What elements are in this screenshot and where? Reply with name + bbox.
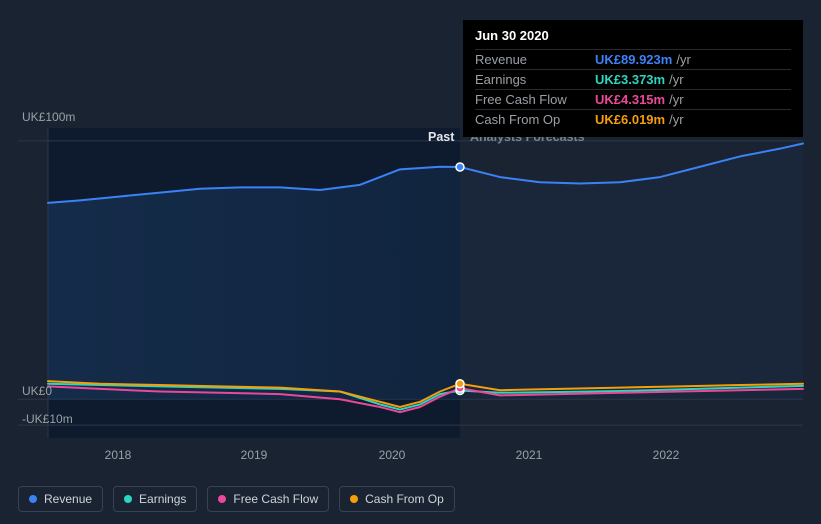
tooltip-row: RevenueUK£89.923m/yr xyxy=(475,49,791,69)
legend-item-revenue[interactable]: Revenue xyxy=(18,486,103,512)
legend-dot-icon xyxy=(218,495,226,503)
tooltip-date: Jun 30 2020 xyxy=(475,28,791,49)
past-label: Past xyxy=(428,130,454,144)
legend-label: Revenue xyxy=(44,492,92,506)
legend-label: Cash From Op xyxy=(365,492,444,506)
legend-dot-icon xyxy=(350,495,358,503)
y-axis-label: -UK£10m xyxy=(22,412,73,426)
tooltip-row: Free Cash FlowUK£4.315m/yr xyxy=(475,89,791,109)
tooltip-metric-value: UK£4.315m xyxy=(595,92,665,107)
x-axis-label: 2022 xyxy=(653,448,680,462)
legend-label: Free Cash Flow xyxy=(233,492,318,506)
tooltip-metric-label: Cash From Op xyxy=(475,112,595,127)
tooltip-row: EarningsUK£3.373m/yr xyxy=(475,69,791,89)
tooltip-metric-label: Earnings xyxy=(475,72,595,87)
y-axis-label: UK£100m xyxy=(22,110,75,124)
tooltip-metric-unit: /yr xyxy=(676,52,690,67)
tooltip-metric-unit: /yr xyxy=(669,72,683,87)
tooltip-metric-value: UK£3.373m xyxy=(595,72,665,87)
legend-dot-icon xyxy=(124,495,132,503)
x-axis-label: 2021 xyxy=(516,448,543,462)
tooltip-metric-value: UK£89.923m xyxy=(595,52,672,67)
x-axis-label: 2018 xyxy=(105,448,132,462)
tooltip-metric-label: Revenue xyxy=(475,52,595,67)
x-axis-label: 2019 xyxy=(241,448,268,462)
chart-legend: Revenue Earnings Free Cash Flow Cash From O… xyxy=(18,486,455,512)
legend-dot-icon xyxy=(29,495,37,503)
chart-tooltip: Jun 30 2020 RevenueUK£89.923m/yrEarnings… xyxy=(463,20,803,137)
tooltip-metric-unit: /yr xyxy=(669,92,683,107)
y-axis-label: UK£0 xyxy=(22,384,52,398)
legend-item-free-cash-flow[interactable]: Free Cash Flow xyxy=(207,486,329,512)
tooltip-metric-unit: /yr xyxy=(669,112,683,127)
x-axis-label: 2020 xyxy=(379,448,406,462)
financial-chart: Jun 30 2020 RevenueUK£89.923m/yrEarnings… xyxy=(0,0,821,524)
legend-item-earnings[interactable]: Earnings xyxy=(113,486,197,512)
legend-label: Earnings xyxy=(139,492,186,506)
tooltip-row: Cash From OpUK£6.019m/yr xyxy=(475,109,791,129)
tooltip-metric-label: Free Cash Flow xyxy=(475,92,595,107)
legend-item-cash-from-op[interactable]: Cash From Op xyxy=(339,486,455,512)
tooltip-metric-value: UK£6.019m xyxy=(595,112,665,127)
